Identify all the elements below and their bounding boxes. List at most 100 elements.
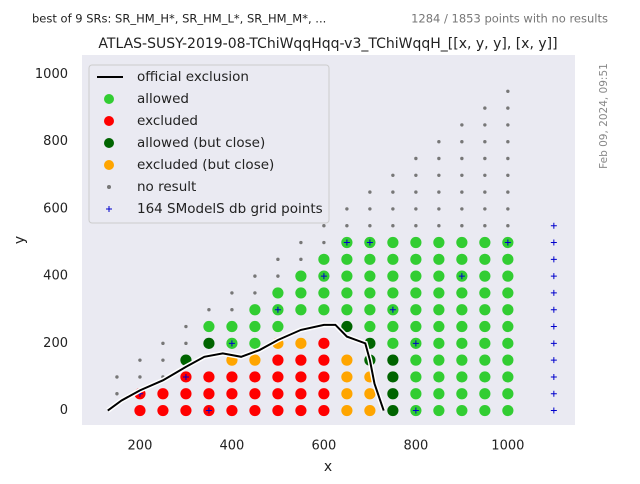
point — [249, 320, 261, 333]
point — [368, 207, 372, 211]
grid-point — [504, 239, 511, 246]
y-axis-label: y — [12, 236, 28, 244]
point — [410, 236, 422, 249]
point — [341, 270, 353, 282]
point — [479, 354, 491, 366]
grid-point — [274, 306, 281, 313]
grid-point — [412, 407, 419, 414]
legend-label: official exclusion — [137, 69, 249, 85]
point — [483, 190, 487, 194]
grid-point — [205, 407, 212, 414]
x-tick-label: 1000 — [491, 439, 524, 454]
point — [295, 404, 307, 417]
point — [502, 304, 514, 316]
point — [272, 371, 284, 383]
point — [249, 371, 261, 383]
grid-point — [550, 357, 557, 364]
point — [433, 388, 445, 400]
point — [341, 320, 353, 333]
point — [318, 304, 330, 316]
point — [203, 371, 215, 383]
legend-swatch — [104, 94, 114, 104]
point — [479, 404, 491, 417]
point — [318, 354, 330, 366]
legend-label: 164 SModelS db grid points — [137, 201, 323, 217]
point — [115, 392, 119, 396]
point — [180, 388, 192, 400]
point — [456, 337, 468, 349]
point — [387, 404, 399, 417]
point — [318, 287, 330, 299]
legend-label: allowed (but close) — [137, 135, 265, 151]
point — [456, 304, 468, 316]
point — [318, 337, 330, 349]
point — [460, 173, 464, 178]
point — [483, 207, 487, 211]
point — [437, 190, 441, 194]
grid-point — [550, 323, 557, 330]
point — [483, 173, 487, 178]
point — [414, 190, 418, 194]
point — [295, 337, 307, 349]
x-tick-label: 400 — [220, 439, 245, 454]
y-tick-label: 1000 — [35, 67, 68, 82]
point — [479, 270, 491, 282]
header-right: 1284 / 1853 points with no results — [411, 12, 608, 26]
grid-point — [550, 306, 557, 313]
x-tick-label: 200 — [128, 439, 153, 454]
point — [502, 320, 514, 333]
point — [157, 388, 169, 400]
point — [253, 274, 257, 278]
point — [483, 123, 487, 127]
point — [410, 253, 422, 265]
point — [364, 320, 376, 333]
point — [460, 140, 464, 144]
point — [506, 224, 510, 228]
grid-point — [343, 239, 350, 246]
point — [295, 270, 307, 282]
point — [391, 173, 395, 178]
point — [410, 287, 422, 299]
point — [456, 287, 468, 299]
point — [456, 253, 468, 265]
point — [414, 156, 418, 161]
point — [230, 308, 234, 312]
point — [203, 337, 215, 349]
point — [161, 341, 165, 346]
point — [322, 224, 326, 228]
point — [318, 253, 330, 265]
point — [433, 287, 445, 299]
point — [483, 224, 487, 228]
point — [184, 341, 188, 346]
point — [483, 156, 487, 161]
point — [410, 270, 422, 282]
point — [341, 388, 353, 400]
point — [295, 287, 307, 299]
point — [506, 123, 510, 127]
x-tick-label: 600 — [311, 439, 336, 454]
point — [276, 274, 280, 278]
point — [272, 404, 284, 417]
grid-point — [550, 239, 557, 246]
point — [433, 371, 445, 383]
point — [226, 320, 238, 333]
grid-point — [550, 373, 557, 380]
point — [272, 320, 284, 333]
point — [506, 190, 510, 194]
point — [483, 106, 487, 110]
point — [506, 106, 510, 110]
point — [249, 354, 261, 366]
point — [322, 240, 326, 245]
point — [506, 140, 510, 144]
point — [460, 224, 464, 228]
point — [460, 156, 464, 161]
point — [506, 156, 510, 161]
point — [226, 388, 238, 400]
point — [502, 337, 514, 349]
point — [479, 320, 491, 333]
point — [249, 304, 261, 316]
point — [295, 304, 307, 316]
point — [180, 404, 192, 417]
point — [299, 240, 303, 245]
